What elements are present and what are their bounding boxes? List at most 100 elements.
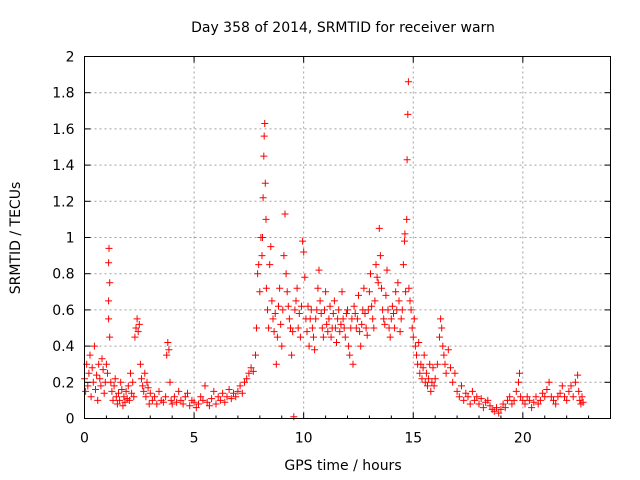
data-point <box>322 288 330 296</box>
data-point <box>253 324 260 332</box>
data-point <box>120 393 128 401</box>
data-point <box>403 215 411 223</box>
data-point <box>497 405 505 413</box>
data-point <box>401 237 408 245</box>
data-point <box>99 366 107 374</box>
data-point <box>567 382 575 390</box>
data-point <box>247 364 255 372</box>
data-point <box>118 386 126 393</box>
data-point <box>166 378 174 386</box>
data-point <box>96 375 104 383</box>
data-point <box>504 396 511 404</box>
data-point <box>105 297 113 305</box>
data-point <box>125 396 133 404</box>
data-point <box>486 402 494 410</box>
data-point <box>163 351 171 359</box>
data-point <box>342 310 350 317</box>
data-point <box>357 342 365 350</box>
data-point <box>364 306 372 314</box>
data-point <box>116 396 124 404</box>
data-point <box>510 396 518 404</box>
data-point <box>208 395 216 403</box>
y-tick-label: 0 <box>66 412 75 428</box>
data-point <box>406 297 414 305</box>
data-point <box>276 284 284 292</box>
data-point <box>355 291 362 299</box>
data-point <box>139 382 147 390</box>
data-point <box>131 333 139 341</box>
data-point <box>110 382 118 390</box>
data-point <box>358 320 366 328</box>
data-point <box>484 396 492 404</box>
data-point <box>273 333 281 341</box>
data-point <box>269 315 277 323</box>
plot-frame <box>84 56 611 419</box>
data-point <box>314 284 322 292</box>
data-point <box>261 120 269 127</box>
data-point <box>173 398 181 406</box>
data-point <box>100 389 108 397</box>
data-point <box>384 306 392 314</box>
data-point <box>168 400 176 408</box>
data-point <box>436 333 443 341</box>
data-point <box>87 393 95 401</box>
data-point <box>324 328 332 336</box>
data-point <box>112 393 120 401</box>
data-point <box>419 364 427 372</box>
data-point <box>388 302 396 310</box>
data-point <box>367 270 374 278</box>
data-point <box>550 396 557 404</box>
data-point <box>532 393 540 401</box>
data-point <box>569 393 577 401</box>
data-point <box>140 387 148 395</box>
data-point <box>422 369 430 377</box>
data-point <box>312 315 320 323</box>
data-point <box>410 315 418 323</box>
data-point <box>236 382 244 390</box>
data-point <box>153 400 161 408</box>
data-point <box>576 396 584 404</box>
data-point <box>374 279 382 287</box>
data-point <box>255 261 263 269</box>
data-point <box>325 315 333 323</box>
data-point <box>316 297 324 305</box>
data-point <box>98 355 106 363</box>
data-point <box>391 324 399 332</box>
data-point <box>493 404 500 412</box>
data-point <box>272 360 280 368</box>
x-tick-label: 0 <box>80 431 89 447</box>
data-point <box>365 288 373 296</box>
data-point <box>563 396 571 404</box>
data-point <box>128 389 136 397</box>
data-point <box>512 387 520 395</box>
data-point <box>475 400 483 408</box>
data-point <box>243 375 251 383</box>
data-point <box>162 393 170 401</box>
data-point <box>260 152 268 160</box>
data-point <box>326 302 334 310</box>
data-point <box>300 248 308 256</box>
data-point <box>284 302 292 310</box>
data-point <box>86 351 94 359</box>
data-point <box>292 297 300 305</box>
data-point <box>444 346 452 354</box>
data-point <box>221 398 229 406</box>
data-point <box>552 400 560 408</box>
data-point <box>330 297 338 305</box>
data-point <box>170 393 178 401</box>
data-point <box>333 339 340 346</box>
data-point <box>311 346 319 354</box>
data-point <box>335 306 343 314</box>
data-point <box>415 339 423 346</box>
data-point <box>155 387 163 395</box>
data-point <box>97 382 105 390</box>
data-point <box>282 270 290 278</box>
data-point <box>427 387 435 395</box>
data-point <box>340 324 348 332</box>
data-point <box>89 378 97 386</box>
data-point <box>266 261 274 269</box>
x-axis-label: GPS time / hours <box>284 458 401 474</box>
data-point <box>105 259 113 267</box>
data-point <box>82 387 90 395</box>
data-point <box>108 387 116 395</box>
